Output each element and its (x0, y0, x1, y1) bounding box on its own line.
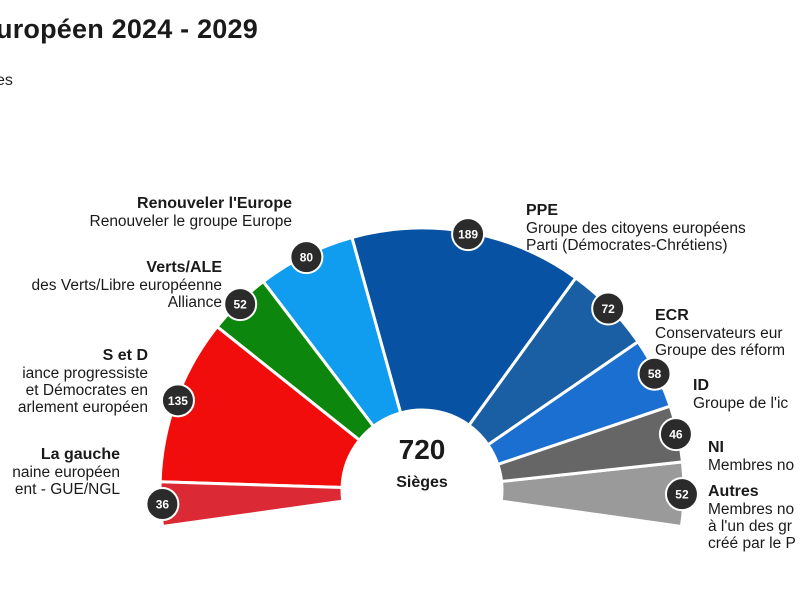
seat-badge-renew: 80 (289, 240, 324, 275)
total-seats-label: Sièges (396, 474, 448, 491)
group-name: PPE (526, 202, 559, 219)
group-description-line: et Démocrates en (25, 382, 148, 399)
group-description-line: des Verts/Libre européenne (31, 277, 222, 294)
chart-subtitle: es (0, 72, 13, 89)
group-name: Verts/ALE (146, 259, 222, 276)
group-name: ECR (655, 307, 689, 324)
group-name: ID (693, 377, 709, 394)
seat-badge-sd: 135 (160, 383, 195, 418)
seat-count-sd: 135 (168, 394, 188, 408)
group-name: La gauche (40, 446, 120, 463)
group-description-line: Conservateurs eur (655, 325, 783, 342)
group-description-line: Groupe des citoyens européens (526, 220, 746, 237)
total-seats-value: 720 (399, 434, 446, 465)
group-name: S et D (102, 347, 148, 364)
chart-title: uropéen 2024 - 2029 (0, 14, 258, 44)
seat-badge-circle (664, 477, 699, 512)
group-description-line: créé par le P (708, 535, 796, 552)
group-label-left: La gauche naine européen ent - GUE/NGL (12, 445, 120, 498)
group-label-ni: NI Membres no (708, 438, 794, 474)
seat-badge-left: 36 (145, 487, 180, 522)
seat-badge-circle (160, 383, 195, 418)
group-description-line: Parti (Démocrates-Chrétiens) (526, 237, 728, 254)
seat-count-left: 36 (156, 498, 170, 512)
group-label-renew: Renouveler l'Europe Renouveler le groupe … (90, 194, 293, 230)
group-description-line: Groupe des réform (655, 342, 786, 359)
group-name: NI (708, 439, 724, 456)
seat-count-ecr: 72 (602, 302, 616, 316)
group-label-id: ID Groupe de l'ic (693, 376, 788, 412)
seat-badge-ecr: 72 (591, 291, 626, 326)
seat-badge-circle (289, 240, 324, 275)
seat-badge-id: 58 (637, 356, 672, 391)
group-label-other: Autres Membres no à l'un des gr créé par le… (708, 482, 796, 552)
seat-badge-circle (223, 287, 258, 322)
group-description-line: naine européen (12, 464, 120, 481)
seat-badge-other: 52 (664, 477, 699, 512)
group-description-line: iance progressiste (22, 365, 148, 382)
group-description-line: ent - GUE/NGL (14, 481, 120, 498)
group-description-line: Groupe de l'ic (693, 395, 789, 412)
group-name: Autres (708, 483, 759, 500)
group-label-epp: PPE Groupe des citoyens européens Parti (D… (526, 201, 746, 254)
group-description-line: Membres no (708, 457, 795, 474)
seat-badge-circle (658, 417, 693, 452)
seat-count-renew: 80 (300, 251, 314, 265)
seat-badge-circle (451, 217, 486, 252)
seat-badge-circle (145, 487, 180, 522)
group-description-line: à l'un des gr (708, 518, 792, 535)
seat-count-ni: 46 (669, 428, 683, 442)
group-name: Renouveler l'Europe (137, 195, 292, 212)
seat-badge-ni: 46 (658, 417, 693, 452)
seat-badge-circle (591, 291, 626, 326)
hemicycle-center-disc (342, 410, 502, 570)
seat-badge-greens: 52 (223, 287, 258, 322)
seat-count-greens: 52 (233, 298, 247, 312)
group-description-line: Alliance (167, 294, 222, 311)
seat-badge-epp: 189 (451, 217, 486, 252)
hemicycle-slice-left (158, 480, 345, 529)
seat-badge-circle (637, 356, 672, 391)
group-description-line: arlement européen (17, 399, 148, 416)
seat-count-id: 58 (648, 367, 662, 381)
group-description-line: Renouveler le groupe Europe (89, 213, 293, 230)
group-description-line: Membres no (708, 501, 795, 518)
seat-count-other: 52 (675, 488, 689, 502)
group-label-greens: Verts/ALE des Verts/Libre européenne Allia… (32, 258, 222, 311)
group-label-ecr: ECR Conservateurs eur Groupe des réform (655, 306, 785, 359)
seat-count-epp: 189 (458, 228, 478, 242)
